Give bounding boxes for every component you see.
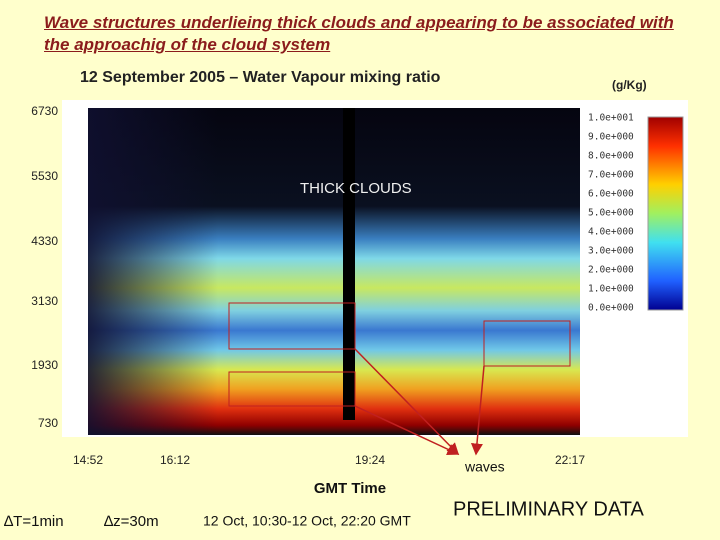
colorbar-label: 7.0e+000 <box>588 170 634 181</box>
y-tick-label: 1930 <box>31 358 58 372</box>
y-tick-label: 6730 <box>31 104 58 118</box>
colorbar-label: 9.0e+000 <box>588 132 634 143</box>
x-tick-label: 14:52 <box>73 453 103 467</box>
arrow <box>470 365 485 456</box>
colorbar-label: 1.0e+001 <box>588 113 634 124</box>
x-tick-label: 19:24 <box>355 453 385 467</box>
cloud-gap <box>343 108 355 420</box>
colorbar-label: 3.0e+000 <box>588 246 634 257</box>
colorbar-label: 0.0e+000 <box>588 303 634 314</box>
annotation: THICK CLOUDS <box>300 180 412 197</box>
image-shade <box>88 108 218 435</box>
footer-text: 12 Oct, 10:30-12 Oct, 22:20 GMT <box>203 513 411 529</box>
colorbar-label: 1.0e+000 <box>588 284 634 295</box>
y-tick-label: 730 <box>38 416 58 430</box>
arrow <box>354 348 460 456</box>
x-tick-label: 16:12 <box>160 453 190 467</box>
colorbar-label: 4.0e+000 <box>588 227 634 238</box>
x-axis-label: GMT Time <box>314 480 386 497</box>
highlight-box <box>483 320 571 367</box>
slide-title: Wave structures underlieing thick clouds… <box>44 13 674 54</box>
figure-title: 12 September 2005 – Water Vapour mixing … <box>80 69 441 86</box>
y-tick-label: 3130 <box>31 294 58 308</box>
unit: (g/Kg) <box>612 78 647 92</box>
annotation: waves <box>464 459 505 475</box>
footer-status: PRELIMINARY DATA <box>453 498 644 520</box>
colorbar <box>647 116 684 311</box>
colorbar-label: 5.0e+000 <box>588 208 634 219</box>
colorbar-label: 2.0e+000 <box>588 265 634 276</box>
colorbar-label: 6.0e+000 <box>588 189 634 200</box>
highlight-box <box>228 371 356 407</box>
arrow <box>354 405 460 456</box>
footer-text: ∆z=30m <box>104 513 159 530</box>
y-tick-label: 5530 <box>31 169 58 183</box>
x-tick-label: 22:17 <box>555 453 585 467</box>
y-tick-label: 4330 <box>31 234 58 248</box>
colorbar-label: 8.0e+000 <box>588 151 634 162</box>
footer-text: ∆T=1min <box>4 513 64 530</box>
highlight-box <box>228 302 356 350</box>
